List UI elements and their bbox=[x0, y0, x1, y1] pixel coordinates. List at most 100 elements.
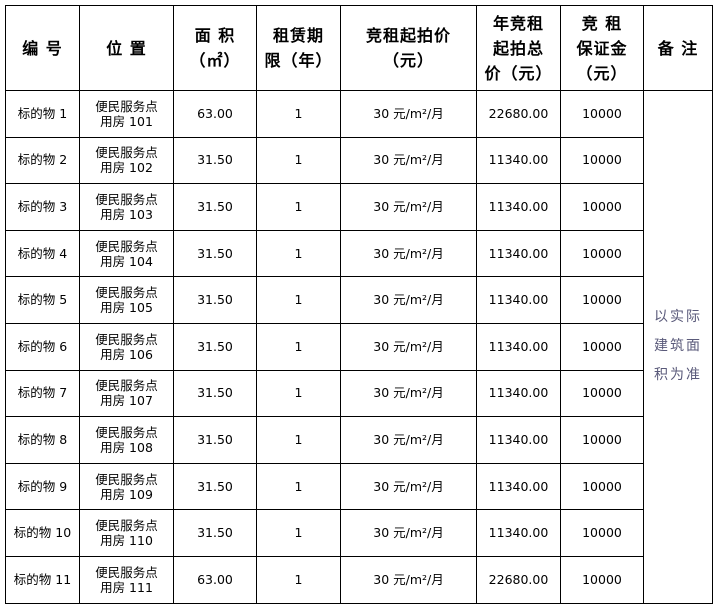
lot-area: 31.50 bbox=[173, 509, 257, 557]
header-term-line2: 限（年） bbox=[264, 51, 333, 70]
lot-start-price: 30 元/m²/月 bbox=[340, 462, 477, 511]
header-start-price-line1: 竞租起拍价 bbox=[365, 26, 451, 45]
lot-annual-total: 22680.00 bbox=[476, 555, 561, 604]
header-annual-line2: 起拍总 bbox=[492, 38, 544, 58]
lot-annual-total: 11340.00 bbox=[476, 416, 561, 464]
lot-start-price: 30 元/m²/月 bbox=[340, 229, 477, 278]
header-location: 位 置 bbox=[79, 5, 174, 91]
remark-line: 积为准 bbox=[654, 367, 702, 384]
lot-location-line1: 便民服务点 bbox=[95, 424, 158, 440]
header-deposit: 竞 租保证金 （元） bbox=[560, 5, 644, 91]
header-start-price-line2: （元） bbox=[382, 51, 434, 70]
remark-cell: 以实际 建筑面 积为准 bbox=[643, 90, 713, 604]
lot-start-price: 30 元/m²/月 bbox=[340, 136, 477, 185]
lot-location-line2: 用房 103 bbox=[100, 206, 153, 222]
lot-location-line2: 用房 104 bbox=[100, 253, 153, 269]
table-row: 标的物 1 便民服务点 用房 101 63.00 1 30 元/m²/月 22680.00 1… bbox=[5, 90, 713, 604]
lot-location-line2: 用房 105 bbox=[100, 300, 153, 316]
header-annual-line1: 年竞租 bbox=[492, 13, 544, 33]
lot-start-price: 30 元/m²/月 bbox=[340, 416, 477, 464]
header-id: 编 号 bbox=[5, 5, 80, 91]
table-row: 标的物 5 便民服务点 用房 105 31.50 1 30 元/m²/月 11340.00 1… bbox=[5, 276, 713, 324]
lot-id: 标的物 6 bbox=[5, 322, 80, 371]
lot-term: 1 bbox=[256, 509, 341, 557]
lot-id: 标的物 5 bbox=[5, 276, 80, 324]
header-term-line1: 租赁期 bbox=[272, 26, 324, 45]
lot-location: 便民服务点 用房 106 bbox=[79, 322, 174, 371]
lot-location-line1: 便民服务点 bbox=[95, 285, 158, 301]
lot-location: 便民服务点 用房 107 bbox=[79, 369, 174, 418]
lot-id: 标的物 9 bbox=[5, 462, 80, 511]
table-row: 标的物 9 便民服务点 用房 109 31.50 1 30 元/m²/月 11340.00 1… bbox=[5, 462, 713, 511]
lot-location: 便民服务点 用房 111 bbox=[79, 555, 174, 604]
lot-area: 63.00 bbox=[173, 555, 257, 604]
lot-location: 便民服务点 用房 110 bbox=[79, 509, 174, 557]
table-row: 标的物 4 便民服务点 用房 104 31.50 1 30 元/m²/月 11340.00 1… bbox=[5, 229, 713, 278]
lot-area: 31.50 bbox=[173, 136, 257, 185]
lot-start-price: 30 元/m²/月 bbox=[340, 183, 477, 231]
lot-location-line2: 用房 110 bbox=[100, 533, 153, 549]
remark-line: 以实际 bbox=[654, 309, 702, 326]
header-area-line1: 面 积 bbox=[194, 26, 236, 45]
lot-location-line1: 便民服务点 bbox=[95, 518, 158, 534]
lot-location: 便民服务点 用房 103 bbox=[79, 183, 174, 231]
lot-location: 便民服务点 用房 109 bbox=[79, 462, 174, 511]
lot-annual-total: 11340.00 bbox=[476, 183, 561, 231]
lot-annual-total: 11340.00 bbox=[476, 322, 561, 371]
table-row: 标的物 6 便民服务点 用房 106 31.50 1 30 元/m²/月 11340.00 1… bbox=[5, 322, 713, 371]
lot-area: 63.00 bbox=[173, 90, 257, 138]
lot-area: 31.50 bbox=[173, 229, 257, 278]
lot-location-line2: 用房 102 bbox=[100, 160, 153, 176]
lot-annual-total: 22680.00 bbox=[476, 90, 561, 138]
table-row: 标的物 3 便民服务点 用房 103 31.50 1 30 元/m²/月 11340.00 1… bbox=[5, 183, 713, 231]
lot-area: 31.50 bbox=[173, 322, 257, 371]
header-deposit-line2: 保证金 bbox=[576, 38, 628, 58]
lot-id: 标的物 11 bbox=[5, 555, 80, 604]
lot-location: 便民服务点 用房 101 bbox=[79, 90, 174, 138]
lot-area: 31.50 bbox=[173, 276, 257, 324]
lot-deposit: 10000 bbox=[560, 322, 644, 371]
lot-annual-total: 11340.00 bbox=[476, 509, 561, 557]
lot-location-line2: 用房 111 bbox=[100, 579, 153, 595]
lot-term: 1 bbox=[256, 276, 341, 324]
lot-location-line1: 便民服务点 bbox=[95, 238, 158, 254]
lot-term: 1 bbox=[256, 90, 341, 138]
lot-id: 标的物 10 bbox=[5, 509, 80, 557]
header-term: 租赁期限（年） bbox=[256, 5, 341, 91]
lot-location-line2: 用房 101 bbox=[100, 113, 153, 129]
lot-location-line1: 便民服务点 bbox=[95, 378, 158, 394]
lot-deposit: 10000 bbox=[560, 90, 644, 138]
lot-deposit: 10000 bbox=[560, 416, 644, 464]
lot-term: 1 bbox=[256, 183, 341, 231]
lot-start-price: 30 元/m²/月 bbox=[340, 322, 477, 371]
lot-start-price: 30 元/m²/月 bbox=[340, 90, 477, 138]
lot-location: 便民服务点 用房 105 bbox=[79, 276, 174, 324]
lot-location: 便民服务点 用房 102 bbox=[79, 136, 174, 185]
lot-start-price: 30 元/m²/月 bbox=[340, 276, 477, 324]
lot-deposit: 10000 bbox=[560, 136, 644, 185]
lot-location-line1: 便民服务点 bbox=[95, 564, 158, 580]
table-row: 标的物 8 便民服务点 用房 108 31.50 1 30 元/m²/月 11340.00 1… bbox=[5, 416, 713, 464]
lot-area: 31.50 bbox=[173, 462, 257, 511]
header-row: 编 号 位 置 面 积 （㎡） 租赁期 限（年） 竞租起拍价 （元） 年竞租 起拍总 价（… bbox=[5, 5, 713, 91]
lot-term: 1 bbox=[256, 136, 341, 185]
lot-id: 标的物 3 bbox=[5, 183, 80, 231]
lot-id: 标的物 2 bbox=[5, 136, 80, 185]
lot-annual-total: 11340.00 bbox=[476, 229, 561, 278]
lot-annual-total: 11340.00 bbox=[476, 136, 561, 185]
lot-deposit: 10000 bbox=[560, 183, 644, 231]
header-deposit-line3: （元） bbox=[576, 63, 628, 83]
lot-annual-total: 11340.00 bbox=[476, 276, 561, 324]
table-row: 标的物 7 便民服务点 用房 107 31.50 1 30 元/m²/月 11340.00 1… bbox=[5, 369, 713, 418]
lot-location-line2: 用房 106 bbox=[100, 346, 153, 362]
lot-term: 1 bbox=[256, 229, 341, 278]
lot-annual-total: 11340.00 bbox=[476, 369, 561, 418]
lot-id: 标的物 8 bbox=[5, 416, 80, 464]
lot-deposit: 10000 bbox=[560, 462, 644, 511]
table-row: 标的物 10 便民服务点 用房 110 31.50 1 30 元/m²/月 11340.00… bbox=[5, 509, 713, 557]
lot-start-price: 30 元/m²/月 bbox=[340, 555, 477, 604]
lot-location-line1: 便民服务点 bbox=[95, 98, 158, 114]
lot-deposit: 10000 bbox=[560, 276, 644, 324]
lot-location: 便民服务点 用房 108 bbox=[79, 416, 174, 464]
lot-area: 31.50 bbox=[173, 183, 257, 231]
